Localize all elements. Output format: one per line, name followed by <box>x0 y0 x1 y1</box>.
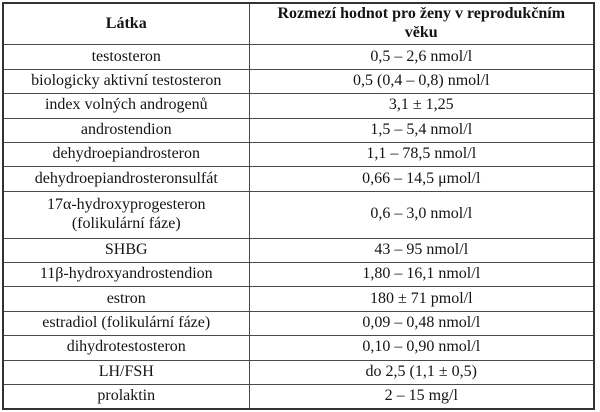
column-header-range-line2: věku <box>404 24 438 42</box>
value-cell: 0,5 (0,4 – 0,8) nmol/l <box>248 68 595 95</box>
table-row: dehydroepiandrosteronsulfát 0,66 – 14,5 … <box>2 166 595 192</box>
value-cell: 0,6 – 3,0 nmol/l <box>248 190 595 239</box>
table-row: androstendion 1,5 – 5,4 nmol/l <box>2 117 595 144</box>
table-row: 17α-hydroxyprogesteron (folikulární fáze… <box>2 190 595 239</box>
lab-values-table: Látka Rozmezí hodnot pro ženy v reproduk… <box>2 2 595 410</box>
column-header-latka-label: Látka <box>105 14 147 32</box>
table-row: biologicky aktivní testosteron 0,5 (0,4 … <box>2 68 595 95</box>
substance-cell: LH/FSH <box>2 359 250 385</box>
substance-cell: 11β-hydroxyandrostendion <box>2 261 250 288</box>
table-row: estradiol (folikulární fáze) 0,09 – 0,48… <box>2 310 595 337</box>
value-cell: 0,5 – 2,6 nmol/l <box>248 44 595 70</box>
substance-cell: estron <box>2 286 250 312</box>
substance-cell: dihydrotestosteron <box>2 335 250 361</box>
substance-cell: testosteron <box>2 44 250 70</box>
value-cell: 0,10 – 0,90 nmol/l <box>248 335 595 361</box>
value-cell: 1,1 – 78,5 nmol/l <box>248 141 595 168</box>
value-cell: do 2,5 (1,1 ± 0,5) <box>248 359 595 385</box>
value-cell: 2 – 15 mg/l <box>248 383 595 410</box>
substance-cell: prolaktin <box>2 383 250 410</box>
substance-line1: 17α-hydroxyprogesteron <box>46 195 206 213</box>
table-row: LH/FSH do 2,5 (1,1 ± 0,5) <box>2 359 595 385</box>
value-cell: 1,5 – 5,4 nmol/l <box>248 117 595 144</box>
substance-cell: 17α-hydroxyprogesteron (folikulární fáze… <box>2 190 250 239</box>
column-header-latka: Látka <box>2 2 250 46</box>
value-cell: 0,66 – 14,5 μmol/l <box>248 166 595 192</box>
value-cell: 180 ± 71 pmol/l <box>248 286 595 312</box>
value-cell: 43 – 95 nmol/l <box>248 237 595 263</box>
column-header-range: Rozmezí hodnot pro ženy v reprodukčním v… <box>248 2 595 46</box>
table-row: testosteron 0,5 – 2,6 nmol/l <box>2 44 595 70</box>
table-row: estron 180 ± 71 pmol/l <box>2 286 595 312</box>
table-header-row: Látka Rozmezí hodnot pro ženy v reproduk… <box>2 2 595 46</box>
table-row: index volných androgenů 3,1 ± 1,25 <box>2 93 595 119</box>
substance-cell: dehydroepiandrosteronsulfát <box>2 166 250 192</box>
table-row: 11β-hydroxyandrostendion 1,80 – 16,1 nmo… <box>2 261 595 288</box>
substance-cell: dehydroepiandrosteron <box>2 141 250 168</box>
table-row: prolaktin 2 – 15 mg/l <box>2 383 595 410</box>
value-cell: 3,1 ± 1,25 <box>248 93 595 119</box>
value-cell: 0,09 – 0,48 nmol/l <box>248 310 595 337</box>
substance-line2: (folikulární fáze) <box>71 214 181 232</box>
table-row: dehydroepiandrosteron 1,1 – 78,5 nmol/l <box>2 141 595 168</box>
substance-cell: biologicky aktivní testosteron <box>2 68 250 95</box>
table-row: dihydrotestosteron 0,10 – 0,90 nmol/l <box>2 335 595 361</box>
substance-cell: estradiol (folikulární fáze) <box>2 310 250 337</box>
substance-cell: index volných androgenů <box>2 93 250 119</box>
substance-cell: SHBG <box>2 237 250 263</box>
column-header-range-line1: Rozmezí hodnot pro ženy v reprodukčním <box>277 5 566 23</box>
substance-cell: androstendion <box>2 117 250 144</box>
table-row: SHBG 43 – 95 nmol/l <box>2 237 595 263</box>
value-cell: 1,80 – 16,1 nmol/l <box>248 261 595 288</box>
